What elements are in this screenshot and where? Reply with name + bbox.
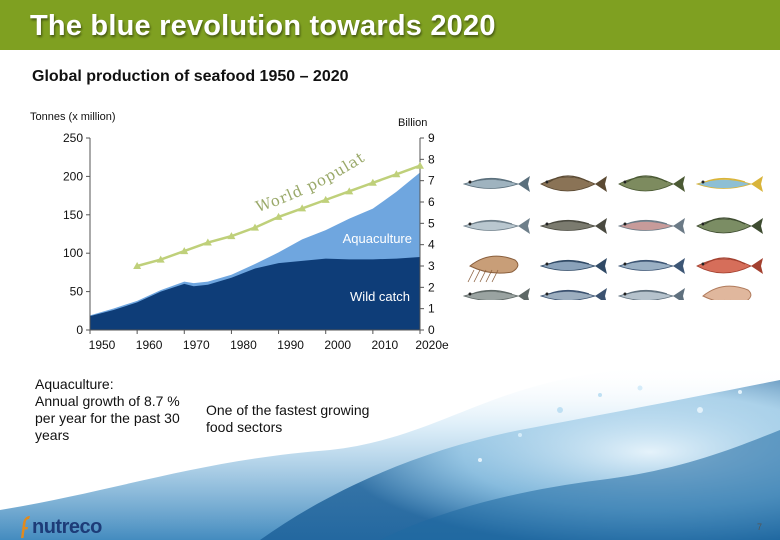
population-marker [321, 195, 330, 203]
right-axis-tick-label: 4 [428, 238, 435, 252]
grouper-icon [618, 175, 685, 192]
population-marker [156, 255, 165, 263]
flatfish-icon [540, 175, 607, 192]
wild-catch-area [90, 257, 420, 330]
tilapia-icon [696, 217, 763, 234]
shrimp-icon [467, 255, 519, 283]
right-axis-tick-label: 1 [428, 302, 435, 316]
pollock-icon [617, 288, 685, 300]
left-axis-tick-label: 200 [63, 169, 83, 183]
wild-catch-label: Wild catch [350, 289, 410, 304]
carp-icon [462, 288, 530, 300]
population-marker [416, 161, 424, 169]
red-snapper-icon [696, 257, 763, 274]
page-number: 7 [757, 522, 763, 532]
population-marker [133, 262, 142, 269]
population-marker [368, 178, 377, 186]
x-axis-tick-label: 1980 [230, 338, 257, 352]
seafood-species-images [462, 175, 763, 300]
aquaculture-note-text: Annual growth of 8.7 % per year for the … [35, 393, 180, 443]
page-title: The blue revolution towards 2020 [30, 10, 496, 42]
x-axis-tick-label: 2000 [324, 338, 351, 352]
x-axis-tick-label: 1950 [89, 338, 116, 352]
mahi-icon [695, 176, 763, 192]
left-axis-tick-label: 50 [70, 285, 84, 299]
left-axis-tick-label: 100 [63, 246, 83, 260]
trout-icon [617, 218, 685, 234]
seabass-icon [462, 218, 530, 234]
company-logo: nutreco [18, 514, 102, 540]
aquaculture-label: Aquaculture [343, 231, 412, 246]
population-label-text: World population [0, 0, 367, 216]
water-splash-image [0, 364, 780, 540]
right-axis-tick-label: 8 [428, 152, 435, 166]
population-marker [203, 238, 212, 246]
population-marker [274, 212, 283, 220]
bonito-icon [539, 288, 607, 300]
x-axis-tick-label: 1960 [136, 338, 163, 352]
aquaculture-note-heading: Aquaculture: [35, 376, 114, 392]
x-axis-tick-label: 1990 [277, 338, 304, 352]
x-axis-tick-label: 2010 [372, 338, 399, 352]
left-axis-tick-label: 150 [63, 208, 83, 222]
right-axis-title: Billion [398, 117, 427, 129]
right-axis-tick-label: 3 [428, 259, 435, 273]
title-bar: The blue revolution towards 2020 [0, 0, 780, 50]
population-marker [227, 232, 236, 240]
right-axis-tick-label: 6 [428, 195, 435, 209]
population-marker [392, 170, 401, 178]
herring-icon [462, 176, 530, 192]
left-axis-title: Tonnes (x million) [30, 111, 116, 123]
x-axis-tick-label: 1970 [183, 338, 210, 352]
right-axis-tick-label: 7 [428, 174, 435, 188]
tuna-icon [617, 258, 685, 274]
x-axis-tick-label: 2020e [415, 338, 449, 352]
population-marker [345, 187, 354, 195]
aquaculture-note: Aquaculture: Annual growth of 8.7 % per … [35, 376, 195, 444]
population-marker [251, 223, 259, 231]
right-axis-tick-label: 0 [428, 323, 435, 337]
right-axis-tick-label: 2 [428, 280, 435, 294]
left-axis-tick-label: 250 [63, 131, 83, 145]
nutreco-logo-icon [21, 516, 30, 538]
right-axis-tick-label: 9 [428, 131, 435, 145]
catfish-icon [539, 218, 607, 234]
population-marker [180, 247, 189, 255]
mackerel-icon [539, 258, 607, 274]
fastest-growing-note: One of the fastest growing food sectors [206, 402, 370, 435]
logo-text: nutreco [32, 515, 102, 538]
left-axis-tick-label: 0 [76, 323, 83, 337]
chart-subtitle: Global production of seafood 1950 – 2020 [32, 68, 349, 85]
right-axis-tick-label: 5 [428, 216, 435, 230]
population-marker [298, 204, 307, 212]
prawn-icon [702, 285, 752, 300]
population-label: World population [0, 0, 368, 216]
